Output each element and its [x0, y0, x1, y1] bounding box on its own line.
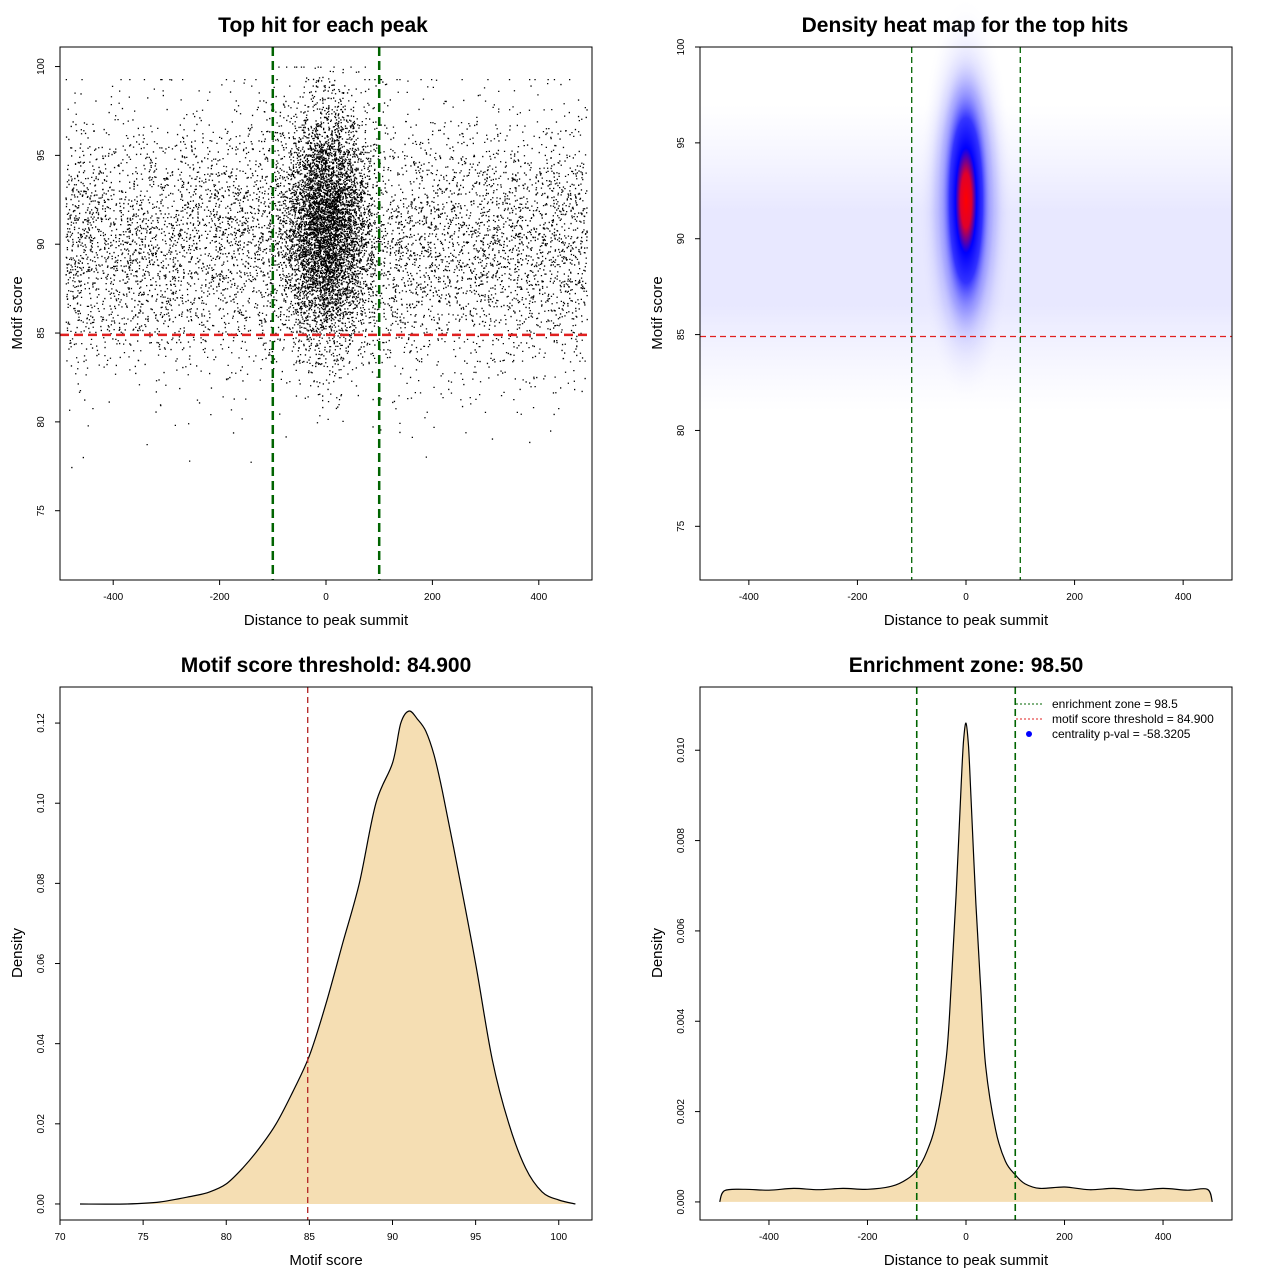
heatmap-density: [700, 0, 1232, 412]
score-density-x-tick-label: 90: [387, 1232, 399, 1243]
scatter-x-tick-label: 200: [424, 592, 441, 603]
distance-density-title: Enrichment zone: 98.50: [849, 654, 1084, 677]
distance-density-x-tick-label: -200: [857, 1232, 877, 1243]
scatter-y-axis-label: Motif score: [9, 276, 26, 349]
heatmap-x-tick-label: 200: [1066, 592, 1083, 603]
distance-density-y-axis-label: Density: [649, 927, 666, 978]
score-density-x-tick-label: 80: [221, 1232, 233, 1243]
distance-density-x-tick-label: 200: [1056, 1232, 1073, 1243]
heatmap-y-tick-label: 90: [676, 233, 687, 245]
legend-label-enrichment: enrichment zone = 98.5: [1052, 697, 1178, 711]
score-density-y-tick-label: 0.08: [36, 873, 47, 893]
score-density-y-tick-label: 0.10: [36, 793, 47, 813]
distance-density-y-tick-label: 0.006: [676, 918, 687, 943]
distance-density-x-tick-label: 0: [963, 1232, 969, 1243]
distance-density-y-tick-label: 0.004: [676, 1008, 687, 1033]
scatter-y-tick-label: 100: [36, 58, 47, 75]
heatmap-y-tick-label: 80: [676, 424, 687, 436]
distance-density-area-fill: [719, 723, 1213, 1202]
scatter-y-tick-label: 95: [36, 149, 47, 161]
distance-density-density-curve: [719, 722, 1213, 1203]
distance-density-y-tick-label: 0.010: [676, 737, 687, 762]
score-density-y-axis-label: Density: [9, 927, 26, 978]
scatter-y-tick-label: 80: [36, 416, 47, 428]
heatmap-x-tick-label: 400: [1175, 592, 1192, 603]
scatter-x-tick-label: -200: [210, 592, 230, 603]
heatmap-x-tick-label: 0: [963, 592, 969, 603]
panel-heatmap: Density heat map for the top hits -400 -2…: [649, 0, 1233, 629]
distance-density-y-tick-label: 0.000: [676, 1189, 687, 1214]
legend-swatch-pval: [1026, 731, 1032, 737]
distance-density-x-tick-label: -400: [759, 1232, 779, 1243]
score-density-x-axis-label: Motif score: [289, 1252, 362, 1269]
score-density-x-tick-label: 75: [138, 1232, 150, 1243]
score-density-x-tick-label: 85: [304, 1232, 316, 1243]
legend-label-pval: centrality p-val = -58.3205: [1052, 727, 1191, 741]
distance-density-y-tick-label: 0.002: [676, 1099, 687, 1124]
score-density-y-tick-label: 0.06: [36, 953, 47, 973]
heatmap-y-tick-label: 100: [676, 38, 687, 55]
score-density-density-curve: [79, 710, 576, 1205]
heatmap-x-axis-label: Distance to peak summit: [884, 612, 1049, 629]
scatter-points: [65, 66, 588, 469]
scatter-x-tick-label: 400: [530, 592, 547, 603]
score-density-y-tick-label: 0.00: [36, 1194, 47, 1214]
legend-label-threshold: motif score threshold = 84.900: [1052, 712, 1214, 726]
scatter-x-tick-label: -400: [103, 592, 123, 603]
scatter-x-tick-label: 0: [323, 592, 329, 603]
score-density-y-tick-label: 0.02: [36, 1114, 47, 1134]
score-density-area-fill: [80, 710, 576, 1205]
distance-density-x-axis-label: Distance to peak summit: [884, 1252, 1049, 1269]
heatmap-x-tick-label: -200: [847, 592, 867, 603]
distance-density-y-tick-label: 0.008: [676, 828, 687, 853]
score-density-y-tick-label: 0.04: [36, 1034, 47, 1054]
score-density-x-tick-label: 95: [470, 1232, 482, 1243]
panel-scatter: Top hit for each peak -400 -200 0 200 400 75 8…: [9, 14, 593, 629]
scatter-y-tick-label: 90: [36, 238, 47, 250]
panel-distance-density: Enrichment zone: 98.50 -400 -200 0 200 400 0.…: [649, 654, 1233, 1269]
score-density-plot-frame: [59, 686, 593, 1221]
score-density-title: Motif score threshold: 84.900: [181, 654, 472, 677]
scatter-title: Top hit for each peak: [218, 14, 428, 37]
distance-density-x-tick-label: 400: [1155, 1232, 1172, 1243]
panel-score-density: Motif score threshold: 84.900 70 75 80 85 90…: [9, 654, 593, 1269]
heatmap-y-axis-label: Motif score: [649, 276, 666, 349]
scatter-point-cloud: [65, 66, 588, 469]
scatter-y-tick-label: 75: [36, 505, 47, 517]
score-density-y-tick-label: 0.12: [36, 713, 47, 733]
scatter-y-tick-label: 85: [36, 327, 47, 339]
scatter-x-axis-label: Distance to peak summit: [244, 612, 409, 629]
legend: enrichment zone = 98.5 motif score thres…: [1016, 697, 1214, 741]
heatmap-x-tick-label: -400: [739, 592, 759, 603]
heatmap-y-tick-label: 85: [676, 329, 687, 341]
heatmap-y-tick-label: 95: [676, 137, 687, 149]
score-density-x-tick-label: 100: [550, 1232, 567, 1243]
heatmap-y-tick-label: 75: [676, 520, 687, 532]
heatmap-core: [936, 50, 996, 351]
score-density-x-tick-label: 70: [54, 1232, 66, 1243]
